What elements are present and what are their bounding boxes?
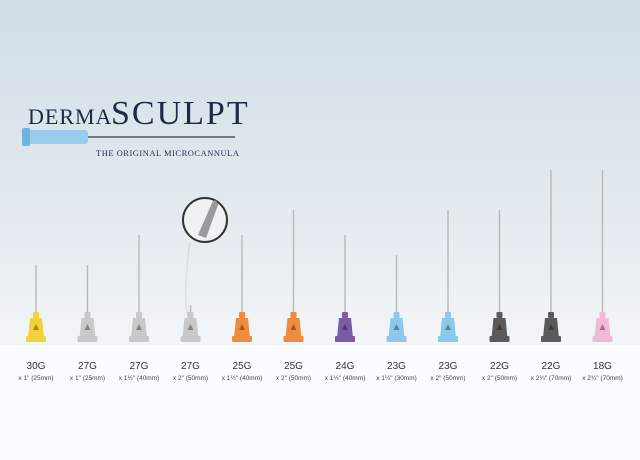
gauge-label: 22G xyxy=(542,361,561,372)
gauge-label: 27G xyxy=(78,361,97,372)
size-label: x 1" (25mm) xyxy=(70,375,105,382)
size-label: x 2¾" (70mm) xyxy=(582,375,623,382)
cannula: 24G x 1½" (40mm) xyxy=(325,235,366,382)
hub xyxy=(594,318,611,338)
hub-tip xyxy=(393,312,400,318)
hub-base xyxy=(129,336,149,342)
hub xyxy=(491,318,508,338)
size-label: x 2¾" (70mm) xyxy=(531,375,572,382)
hub-tip xyxy=(136,312,142,318)
hub xyxy=(337,318,353,338)
cannula: 27G x 1½" (40mm) xyxy=(119,235,160,382)
hub-mark xyxy=(599,324,606,330)
hub-tip xyxy=(187,312,194,318)
hub-tip xyxy=(84,312,91,318)
gauge-label: 23G xyxy=(387,361,406,372)
hub-base xyxy=(180,336,201,342)
hub-mark xyxy=(290,324,297,330)
hub-base xyxy=(26,336,46,342)
hub xyxy=(440,318,456,338)
gauge-label: 25G xyxy=(233,361,252,372)
size-label: x 1½" (40mm) xyxy=(119,374,160,382)
cannula: 30G x 1" (25mm) xyxy=(18,265,54,382)
size-label: x 2" (50mm) xyxy=(482,375,517,382)
gauge-label: 27G xyxy=(181,361,200,372)
hub-base xyxy=(541,336,561,342)
hub-tip xyxy=(599,312,606,318)
logo-hub xyxy=(24,130,88,144)
hub-mark xyxy=(33,324,39,330)
magnifier-tip xyxy=(198,200,218,238)
hub-mark xyxy=(548,324,554,330)
gauge-label: 30G xyxy=(27,361,46,372)
hub-mark xyxy=(393,324,400,330)
size-label: x 1½" (40mm) xyxy=(222,374,263,382)
logo: DERMA SCULPT THE ORIGINAL MICROCANNULA xyxy=(22,95,250,158)
hub-tip xyxy=(342,312,348,318)
hub xyxy=(182,318,199,338)
size-label: x 2" (50mm) xyxy=(276,375,311,382)
hub-tip xyxy=(445,312,451,318)
hub-base xyxy=(386,336,407,342)
hub-base xyxy=(489,336,510,342)
size-label: x 1" (25mm) xyxy=(18,375,53,382)
hub-mark xyxy=(136,324,142,330)
hub-tip xyxy=(290,312,297,318)
cannula: 22G x 2¾" (70mm) xyxy=(531,170,572,382)
hub xyxy=(388,318,405,338)
hub xyxy=(543,318,559,338)
hub-base xyxy=(232,336,252,342)
cannula: 27G x 1" (25mm) xyxy=(70,265,105,382)
cannula: 23G x 1¼" (30mm) xyxy=(376,255,417,382)
hub-tip xyxy=(496,312,503,318)
size-label: x 2" (50mm) xyxy=(430,375,465,382)
hub-mark xyxy=(239,324,245,330)
hub xyxy=(285,318,302,338)
hub-mark xyxy=(187,324,194,330)
gauge-label: 18G xyxy=(593,361,612,372)
backdrop xyxy=(0,0,640,345)
gauge-label: 23G xyxy=(439,361,458,372)
cannula-row: 30G x 1" (25mm) 27G x 1" (25mm) 27G x 1½" (40… xyxy=(18,170,623,382)
hub-base xyxy=(283,336,304,342)
hub-base xyxy=(335,336,355,342)
hub-mark xyxy=(445,324,451,330)
hub-tip xyxy=(548,312,554,318)
hub-base xyxy=(77,336,98,342)
cannula: 25G x 2" (50mm) xyxy=(276,210,311,382)
cannula: 27G x 2" (50mm) xyxy=(173,305,208,382)
size-label: x 1½" (40mm) xyxy=(325,374,366,382)
hub xyxy=(28,318,44,338)
hub-base xyxy=(438,336,458,342)
floor xyxy=(0,345,640,460)
size-label: x 1¼" (30mm) xyxy=(376,375,417,382)
hub-base xyxy=(592,336,613,342)
hub xyxy=(79,318,96,338)
hub-mark xyxy=(84,324,91,330)
size-label: x 2" (50mm) xyxy=(173,375,208,382)
magnifier xyxy=(182,197,228,319)
gauge-label: 27G xyxy=(130,361,149,372)
cannula: 25G x 1½" (40mm) xyxy=(222,235,263,382)
brand-name: SCULPT xyxy=(111,95,250,132)
gauge-label: 24G xyxy=(336,361,355,372)
hub xyxy=(234,318,250,338)
gauge-label: 22G xyxy=(490,361,509,372)
cannula: 22G x 2" (50mm) xyxy=(482,210,517,382)
gauge-label: 25G xyxy=(284,361,303,372)
brand-prefix: DERMA xyxy=(28,104,112,129)
logo-hub-end xyxy=(22,128,30,146)
magnifier-tube xyxy=(185,241,191,319)
brand-tagline: THE ORIGINAL MICROCANNULA xyxy=(96,148,240,158)
hub-mark xyxy=(342,324,348,330)
hub-tip xyxy=(33,312,39,318)
hub xyxy=(131,318,147,338)
hub-tip xyxy=(239,312,245,318)
cannula: 23G x 2" (50mm) xyxy=(430,210,466,382)
hub-mark xyxy=(496,324,503,330)
cannula: 18G x 2¾" (70mm) xyxy=(582,170,623,382)
